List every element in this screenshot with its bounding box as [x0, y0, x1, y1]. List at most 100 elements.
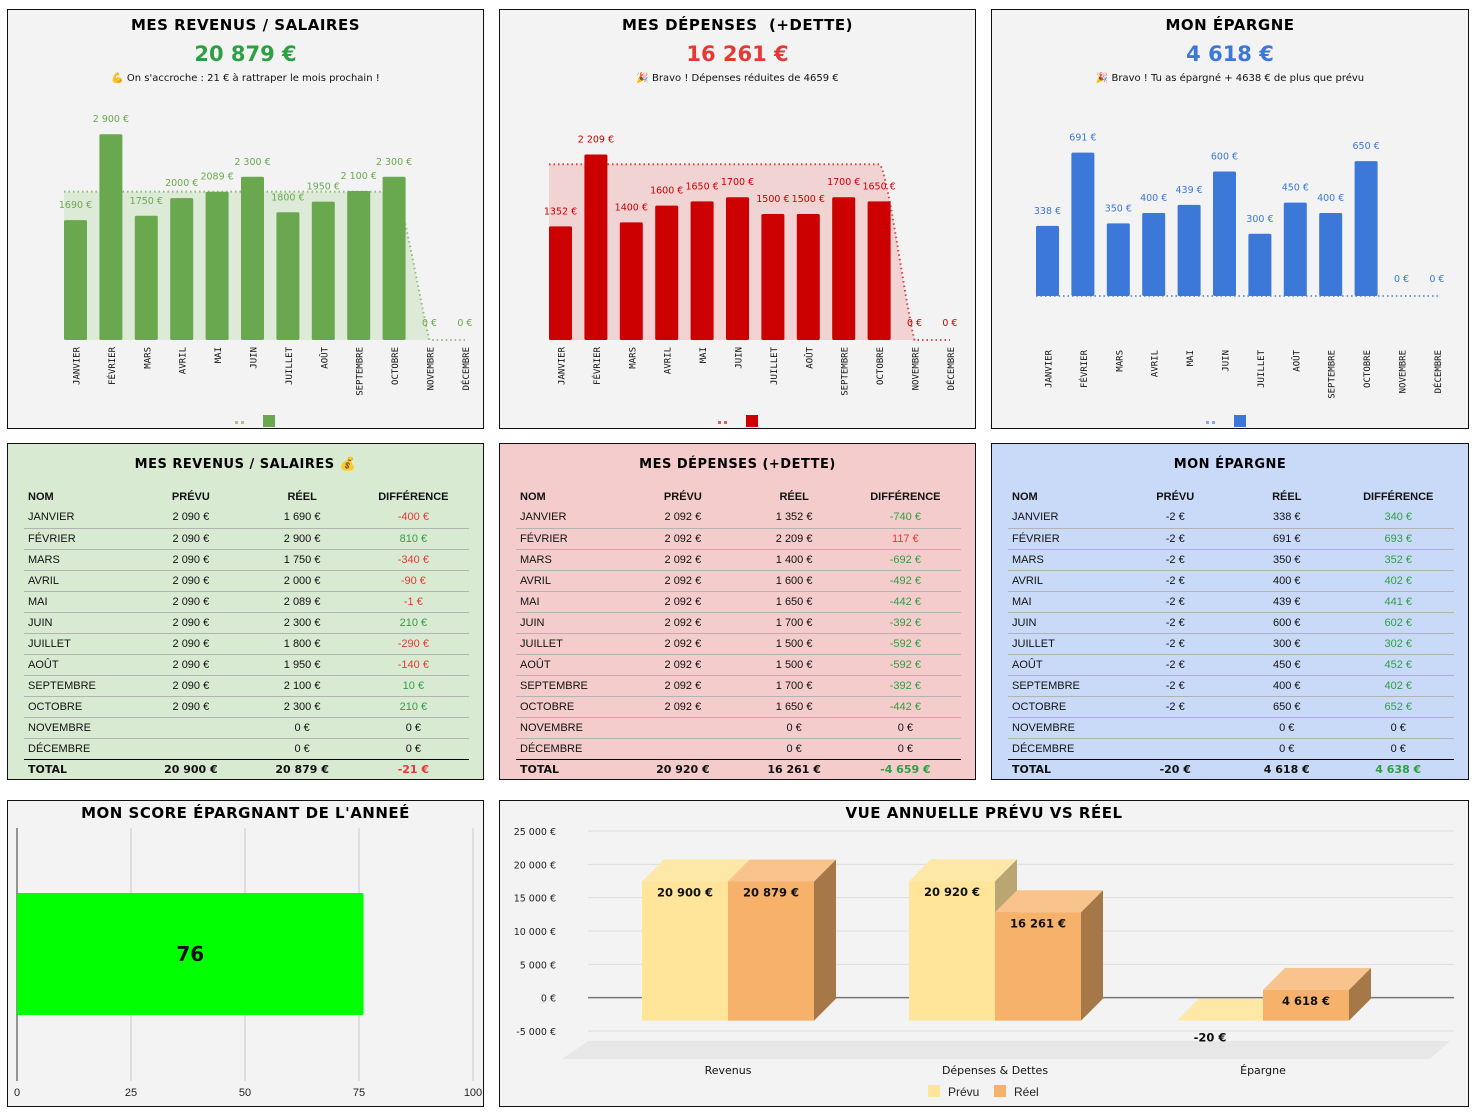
- x-tick-label: MARS: [628, 347, 638, 369]
- bar-prévu-0: [642, 881, 728, 1021]
- table-row: DÉCEMBRE 0 €0 €: [24, 737, 469, 759]
- bar-août: [796, 214, 820, 340]
- cell-name: MAI: [24, 590, 136, 612]
- table-row: SEPTEMBRE -2 €400 €402 €: [1008, 674, 1454, 696]
- cell-planned: -2 €: [1119, 611, 1231, 633]
- cell-planned: -2 €: [1119, 653, 1231, 675]
- cell-name: JUILLET: [1008, 632, 1120, 654]
- cell-planned: 2 090 €: [172, 511, 210, 524]
- y-tick-label: 15 000 €: [514, 894, 556, 905]
- table-row: MAI 2 092 €1 650 € -442 €: [516, 590, 961, 612]
- cell-name: MARS: [516, 548, 628, 570]
- expense-table-title: MES DÉPENSES (+DETTE): [639, 457, 836, 472]
- data-label: 338 €: [1034, 206, 1061, 217]
- cell-actual: 1 690 €: [283, 511, 321, 524]
- income-table: NOM PRÉVU RÉEL DIFFÉRENCE JANVIER 2 090 € 1 69…: [24, 486, 469, 780]
- legend-planned-dot: [724, 421, 727, 424]
- cell-planned: 2 090 €: [135, 695, 247, 717]
- expense-total: 16 261 €: [686, 42, 789, 66]
- cell-actual: 0 €: [246, 716, 358, 738]
- cell-difference: -4 659 €: [849, 758, 961, 780]
- bar-top: [995, 890, 1103, 913]
- cell-difference: 0 €: [849, 737, 961, 759]
- col-header-actual: RÉEL: [779, 490, 809, 503]
- cell-actual: 1 352 €: [775, 511, 813, 524]
- bar-prévu-1: [909, 881, 995, 1021]
- income-total: 20 879 €: [194, 42, 297, 66]
- bar-octobre: [1354, 161, 1378, 296]
- bar-value-label: 20 920 €: [924, 885, 980, 899]
- data-label: 1700 €: [721, 177, 754, 188]
- x-tick-label: OCTOBRE: [1363, 350, 1373, 388]
- table-row: SEPTEMBRE 2 090 €2 100 €10 €: [24, 674, 469, 696]
- legend-actual-swatch: [746, 415, 758, 427]
- savings-table-title: MON ÉPARGNE: [1173, 457, 1287, 472]
- bar-réel-1: [995, 912, 1081, 1021]
- data-label: 2 300 €: [234, 157, 270, 168]
- table-row: MAI 2 090 €2 089 € -1 €: [24, 590, 469, 612]
- cell-difference: -442 €: [849, 695, 961, 717]
- legend-actual[interactable]: Réel: [994, 1085, 1039, 1099]
- data-label: 1700 €: [827, 177, 860, 188]
- cell-name: MAI: [1008, 590, 1120, 612]
- legend-planned-dot: [1212, 421, 1215, 424]
- cell-difference: -592 €: [849, 632, 961, 654]
- cell-difference: -140 €: [357, 653, 469, 675]
- expense-table-card: MES DÉPENSES (+DETTE) NOM PRÉVU RÉEL DIFFÉR…: [499, 443, 976, 780]
- bar-avril: [1142, 213, 1166, 296]
- cell-difference: -442 €: [849, 590, 961, 612]
- cell-actual: 1 750 €: [246, 548, 358, 570]
- table-row: JUILLET 2 092 €1 500 € -592 €: [516, 632, 961, 654]
- cell-name: OCTOBRE: [1008, 695, 1120, 717]
- cell-difference: 302 €: [1342, 632, 1454, 654]
- x-tick-label: AOÛT: [318, 346, 330, 368]
- cell-actual: 0 €: [1231, 716, 1343, 738]
- bar-value-label: 4 618 €: [1282, 994, 1330, 1008]
- income-chart-card: MES REVENUS / SALAIRES 20 879 € 💪 On s'a…: [7, 9, 484, 429]
- cell-actual: 1 650 €: [738, 590, 850, 612]
- bar-octobre: [382, 176, 406, 340]
- cell-name: JUILLET: [516, 632, 628, 654]
- col-header-planned: PRÉVU: [663, 490, 702, 503]
- table-row: OCTOBRE -2 €650 €652 €: [1008, 695, 1454, 717]
- x-tick-label: JANVIER: [73, 346, 83, 385]
- cell-actual: 1 950 €: [246, 653, 358, 675]
- cell-actual: 439 €: [1231, 590, 1343, 612]
- cell-planned: 2 092 €: [627, 653, 739, 675]
- legend-planned-dot: [1206, 421, 1209, 424]
- legend-planned[interactable]: Prévu: [928, 1085, 979, 1099]
- cell-name: MARS: [24, 548, 136, 570]
- cell-planned: 2 090 €: [135, 527, 247, 549]
- cell-difference: 810 €: [357, 527, 469, 549]
- x-tick-label: MAI: [699, 347, 709, 363]
- bar-février: [1071, 152, 1095, 296]
- x-tick-label: AVRIL: [1151, 350, 1161, 377]
- cell-actual: 1 600 €: [738, 569, 850, 591]
- table-row: JUIN -2 €600 €602 €: [1008, 611, 1454, 633]
- table-row: FÉVRIER 2 090 €2 900 €810 €: [24, 527, 469, 549]
- bar-janvier: [64, 220, 87, 340]
- cell-actual: 2 900 €: [246, 527, 358, 549]
- cell-difference: 402 €: [1342, 674, 1454, 696]
- income-message: 💪 On s'accroche : 21 € à rattraper le mo…: [111, 73, 380, 84]
- legend-actual-swatch: [263, 415, 275, 427]
- cell-name: AOÛT: [516, 653, 628, 675]
- cell-name: SEPTEMBRE: [516, 674, 628, 696]
- bar-juin: [726, 197, 749, 340]
- cell-planned: 20 920 €: [627, 758, 739, 780]
- table-row: MAI -2 €439 €441 €: [1008, 590, 1454, 612]
- data-label: 1600 €: [650, 186, 683, 197]
- data-label: 1750 €: [130, 196, 163, 207]
- data-label: 450 €: [1282, 183, 1309, 194]
- cell-difference: 0 €: [1342, 737, 1454, 759]
- data-label: 1800 €: [271, 192, 304, 203]
- data-label: 350 €: [1105, 203, 1132, 214]
- income-card-title: MES REVENUS / SALAIRES: [130, 16, 361, 34]
- x-tick-label: SEPTEMBRE: [841, 347, 851, 396]
- cell-name: NOVEMBRE: [516, 716, 628, 738]
- x-tick-label: MARS: [1115, 350, 1125, 372]
- cell-actual: 691 €: [1231, 527, 1343, 549]
- col-header-planned: PRÉVU: [1156, 490, 1195, 503]
- cell-name: TOTAL: [1008, 758, 1120, 780]
- data-label: 1500 €: [756, 194, 789, 205]
